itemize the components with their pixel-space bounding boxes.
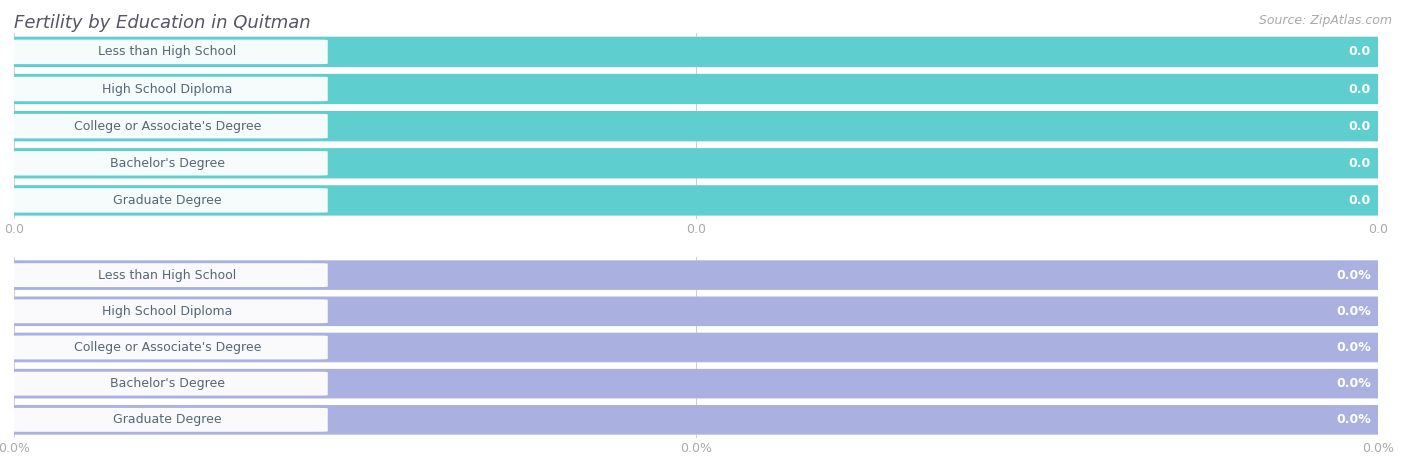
- Text: College or Associate's Degree: College or Associate's Degree: [73, 341, 262, 354]
- FancyBboxPatch shape: [7, 151, 328, 176]
- FancyBboxPatch shape: [3, 369, 1389, 398]
- FancyBboxPatch shape: [7, 336, 328, 359]
- FancyBboxPatch shape: [3, 111, 1389, 141]
- FancyBboxPatch shape: [7, 114, 328, 139]
- FancyBboxPatch shape: [7, 188, 328, 213]
- Text: 0.0: 0.0: [1348, 82, 1371, 96]
- FancyBboxPatch shape: [3, 333, 1389, 362]
- FancyBboxPatch shape: [3, 405, 1389, 435]
- FancyBboxPatch shape: [7, 77, 328, 101]
- FancyBboxPatch shape: [3, 148, 1389, 178]
- Text: Fertility by Education in Quitman: Fertility by Education in Quitman: [14, 14, 311, 32]
- FancyBboxPatch shape: [7, 263, 328, 287]
- Text: 0.0: 0.0: [1348, 157, 1371, 170]
- Text: Source: ZipAtlas.com: Source: ZipAtlas.com: [1258, 14, 1392, 27]
- FancyBboxPatch shape: [3, 37, 1389, 67]
- Text: Bachelor's Degree: Bachelor's Degree: [110, 377, 225, 390]
- Text: 0.0%: 0.0%: [1336, 341, 1371, 354]
- FancyBboxPatch shape: [3, 74, 1389, 104]
- FancyBboxPatch shape: [3, 74, 1389, 104]
- Text: High School Diploma: High School Diploma: [103, 305, 232, 318]
- FancyBboxPatch shape: [3, 297, 1389, 326]
- FancyBboxPatch shape: [3, 369, 1389, 398]
- FancyBboxPatch shape: [3, 185, 1389, 216]
- FancyBboxPatch shape: [3, 37, 1389, 67]
- Text: 0.0%: 0.0%: [1336, 377, 1371, 390]
- Text: Bachelor's Degree: Bachelor's Degree: [110, 157, 225, 170]
- FancyBboxPatch shape: [3, 297, 1389, 326]
- FancyBboxPatch shape: [3, 260, 1389, 290]
- FancyBboxPatch shape: [3, 405, 1389, 435]
- Text: Less than High School: Less than High School: [98, 268, 236, 282]
- Text: 0.0: 0.0: [1348, 194, 1371, 207]
- Text: College or Associate's Degree: College or Associate's Degree: [73, 119, 262, 133]
- FancyBboxPatch shape: [3, 260, 1389, 290]
- Text: 0.0%: 0.0%: [1336, 305, 1371, 318]
- Text: Less than High School: Less than High School: [98, 45, 236, 59]
- FancyBboxPatch shape: [7, 372, 328, 396]
- Text: Graduate Degree: Graduate Degree: [112, 413, 222, 426]
- Text: Graduate Degree: Graduate Degree: [112, 194, 222, 207]
- FancyBboxPatch shape: [3, 111, 1389, 141]
- FancyBboxPatch shape: [3, 185, 1389, 216]
- Text: 0.0%: 0.0%: [1336, 268, 1371, 282]
- Text: 0.0: 0.0: [1348, 119, 1371, 133]
- Text: High School Diploma: High School Diploma: [103, 82, 232, 96]
- FancyBboxPatch shape: [7, 40, 328, 64]
- FancyBboxPatch shape: [7, 299, 328, 323]
- Text: 0.0%: 0.0%: [1336, 413, 1371, 426]
- FancyBboxPatch shape: [3, 333, 1389, 362]
- FancyBboxPatch shape: [7, 408, 328, 432]
- Text: 0.0: 0.0: [1348, 45, 1371, 59]
- FancyBboxPatch shape: [3, 148, 1389, 178]
